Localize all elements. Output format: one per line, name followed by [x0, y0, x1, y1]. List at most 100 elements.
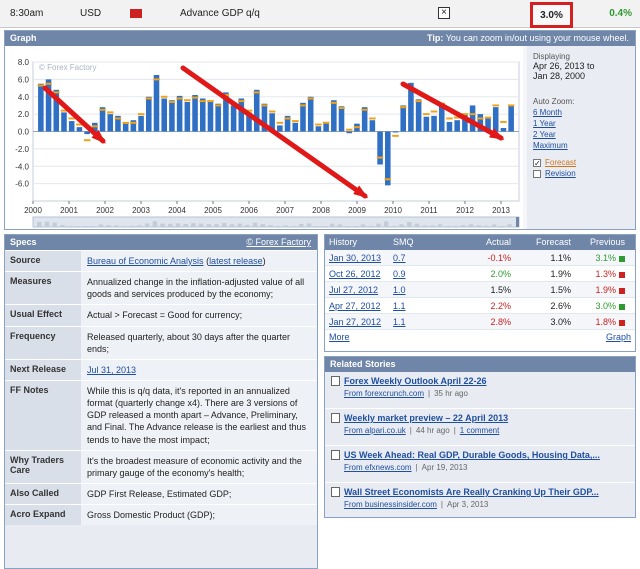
chart-area[interactable]: 8.0 6.0 4.0 2.0 0.0 -2.0 -4.0 -6.0 © Forex Facto… [5, 46, 523, 229]
actual-bar[interactable] [138, 115, 144, 132]
specs-link[interactable]: latest release [209, 256, 263, 266]
actual-bar[interactable] [392, 131, 399, 133]
story-comments-link[interactable]: 1 comment [459, 426, 500, 435]
story-source-link[interactable]: From forexcrunch.com [344, 389, 425, 398]
history-smq-link[interactable]: 1.1 [393, 301, 406, 311]
actual-bar[interactable] [53, 89, 60, 132]
actual-bar[interactable] [446, 121, 453, 132]
actual-bar[interactable] [277, 125, 283, 132]
story-title-link[interactable]: Weekly market preview – 22 April 2013 [344, 413, 509, 423]
actual-bar[interactable] [346, 131, 353, 134]
actual-bar[interactable] [146, 96, 152, 132]
zoom-2-year-link[interactable]: 2 Year [533, 130, 556, 139]
actual-bar[interactable] [415, 99, 422, 132]
range-navigator[interactable] [32, 216, 520, 228]
history-date-link[interactable]: Jan 30, 2013 [329, 253, 382, 263]
history-date-link[interactable]: Apr 27, 2012 [329, 301, 381, 311]
actual-bar[interactable] [307, 96, 314, 132]
actual-bar[interactable] [122, 123, 129, 132]
actual-bar[interactable] [477, 114, 484, 132]
forecast-label[interactable]: Forecast [545, 158, 577, 167]
actual-bar[interactable] [76, 127, 83, 132]
actual-bar[interactable] [300, 102, 306, 132]
actual-bar[interactable] [284, 115, 291, 132]
forecast-toggle[interactable]: Forecast [533, 158, 629, 167]
actual-bar[interactable] [230, 105, 237, 132]
actual-bar[interactable] [508, 105, 514, 132]
actual-bar[interactable] [61, 112, 67, 132]
history-graph-link[interactable]: Graph [605, 332, 631, 342]
navigator-handle[interactable] [516, 217, 519, 227]
actual-bar[interactable] [169, 100, 175, 132]
actual-bar[interactable] [153, 75, 160, 132]
story-source-link[interactable]: From alpari.co.uk [344, 426, 406, 435]
actual-bar[interactable] [315, 126, 322, 132]
actual-bar[interactable] [130, 120, 137, 132]
actual-bar[interactable] [184, 101, 191, 132]
story-source-link[interactable]: From efxnews.com [344, 463, 412, 472]
actual-bar[interactable] [207, 101, 214, 132]
actual-bar[interactable] [215, 103, 221, 132]
story-source-link[interactable]: From businessinsider.com [344, 500, 437, 509]
actual-bar[interactable] [462, 114, 468, 132]
event-row[interactable]: 8:30am USD Advance GDP q/q × 3.0% 0.4% [0, 0, 640, 28]
actual-bar[interactable] [331, 100, 337, 132]
actual-bar[interactable] [431, 115, 437, 132]
story-title-link[interactable]: Forex Weekly Outlook April 22-26 [344, 376, 487, 386]
actual-bar[interactable] [68, 121, 75, 132]
actual-bar[interactable] [492, 107, 499, 132]
forex-factory-link[interactable]: © Forex Factory [246, 237, 311, 247]
story-title-link[interactable]: Wall Street Economists Are Really Cranki… [344, 487, 599, 497]
actual-bar[interactable] [192, 95, 198, 132]
history-date-link[interactable]: Jan 27, 2012 [329, 317, 382, 327]
actual-bar[interactable] [369, 120, 376, 132]
revision-checkbox[interactable] [533, 169, 541, 178]
actual-bar[interactable] [261, 103, 268, 132]
actual-bar[interactable] [84, 131, 90, 135]
actual-bar[interactable] [253, 89, 260, 132]
history-smq-link[interactable]: 0.9 [393, 269, 406, 279]
actual-bar[interactable] [269, 113, 275, 132]
actual-bar[interactable] [500, 128, 507, 132]
actual-bar[interactable] [199, 98, 206, 132]
zoom-1-year-link[interactable]: 1 Year [533, 119, 556, 128]
actual-bar[interactable] [385, 131, 391, 186]
history-date-link[interactable]: Jul 27, 2012 [329, 285, 379, 295]
actual-bar[interactable] [246, 112, 252, 132]
specs-link[interactable]: Bureau of Economic Analysis [87, 256, 204, 266]
actual-bar[interactable] [223, 92, 229, 132]
revision-toggle[interactable]: Revision [533, 169, 629, 178]
gdp-bar-chart[interactable]: 8.0 6.0 4.0 2.0 0.0 -2.0 -4.0 -6.0 © Forex Facto… [5, 46, 523, 229]
history-date-link[interactable]: Oct 26, 2012 [329, 269, 381, 279]
actual-bar[interactable] [408, 82, 414, 132]
actual-bar[interactable] [176, 95, 183, 132]
history-more-link[interactable]: More [329, 332, 350, 342]
actual-bar[interactable] [161, 98, 167, 132]
close-detail-icon[interactable]: × [438, 7, 450, 19]
actual-bar[interactable] [292, 122, 299, 132]
history-smq-link[interactable]: 1.0 [393, 285, 406, 295]
history-smq-link[interactable]: 1.1 [393, 317, 406, 327]
actual-bar[interactable] [361, 107, 368, 132]
zoom-6-month-link[interactable]: 6 Month [533, 108, 562, 117]
actual-bar[interactable] [323, 121, 329, 132]
history-smq-link[interactable]: 0.7 [393, 253, 406, 263]
actual-bar[interactable] [45, 79, 52, 132]
actual-bar[interactable] [469, 105, 476, 132]
actual-bar[interactable] [107, 114, 114, 132]
actual-bar[interactable] [238, 98, 245, 132]
event-title[interactable]: Advance GDP q/q [180, 8, 260, 19]
specs-link[interactable]: Jul 31, 2013 [87, 364, 137, 375]
actual-bar[interactable] [485, 118, 491, 132]
actual-bar[interactable] [38, 83, 44, 132]
actual-bar[interactable] [115, 115, 121, 132]
actual-bar[interactable] [99, 107, 106, 132]
zoom-maximum-link[interactable]: Maximum [533, 141, 568, 150]
revision-label[interactable]: Revision [545, 169, 576, 178]
actual-bar[interactable] [400, 105, 406, 132]
actual-bar[interactable] [377, 131, 383, 165]
actual-bar[interactable] [338, 106, 345, 132]
actual-bar[interactable] [454, 120, 460, 132]
forecast-checkbox[interactable] [533, 158, 541, 167]
actual-bar[interactable] [438, 105, 445, 132]
